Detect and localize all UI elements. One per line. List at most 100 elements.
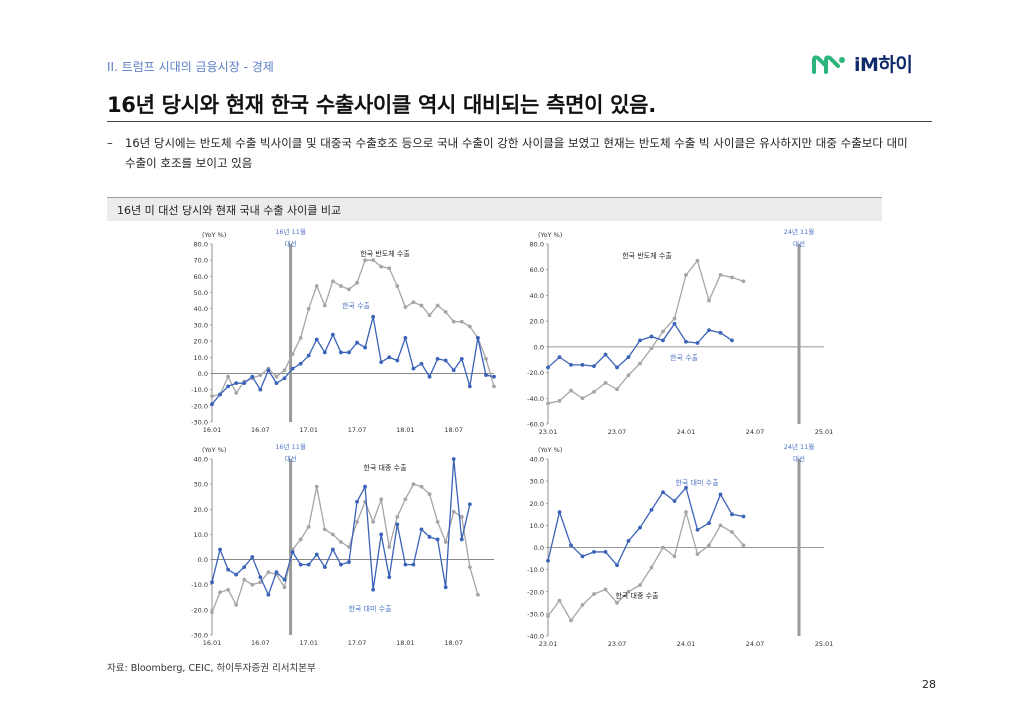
y-tick-label: -10.0 — [527, 566, 544, 574]
data-point — [210, 402, 214, 407]
data-point — [484, 356, 488, 361]
data-point — [411, 482, 416, 487]
data-point — [451, 457, 456, 461]
data-point — [557, 355, 562, 360]
x-tick-label: 18.07 — [444, 426, 463, 434]
chart-2024-china-us-exports: (YoY %) 40.0 30.0 20.0 10.0 0.0 -10.0 -20.0 -30.… — [512, 442, 842, 655]
data-point — [274, 381, 279, 386]
y-tick-label: 0.0 — [534, 343, 544, 351]
y-tick-label: -30.0 — [191, 632, 208, 640]
data-point — [684, 272, 688, 277]
x-tick-label: 16.01 — [203, 426, 222, 434]
data-point — [411, 300, 416, 305]
data-point — [730, 512, 734, 517]
data-point — [234, 572, 239, 577]
data-point — [290, 366, 295, 371]
data-point — [419, 527, 424, 532]
data-point — [569, 362, 573, 367]
series-label: 한국 반도체 수출 — [622, 251, 672, 260]
data-point — [218, 547, 222, 552]
y-tick-label: 40.0 — [194, 305, 208, 313]
series-line-gray — [547, 509, 744, 622]
data-point — [546, 558, 550, 563]
series-label: 한국 수출 — [342, 301, 371, 310]
data-point — [330, 532, 335, 537]
x-tick-label: 17.01 — [299, 639, 318, 647]
data-point — [427, 374, 432, 379]
y-tick-label: -20.0 — [527, 588, 544, 596]
y-tick-label: 40.0 — [194, 456, 208, 464]
data-point — [661, 338, 665, 343]
data-point — [226, 384, 231, 389]
data-point — [395, 522, 400, 527]
x-tick-label: 25.01 — [815, 640, 834, 648]
data-point — [242, 565, 247, 570]
data-point — [419, 484, 424, 489]
data-point — [250, 555, 255, 559]
data-point — [339, 284, 343, 288]
x-tick-label: 24.07 — [746, 640, 765, 648]
data-point — [403, 497, 408, 502]
data-point — [387, 575, 392, 580]
y-tick-label: 20.0 — [194, 506, 208, 514]
data-point — [379, 532, 384, 537]
y-tick-label: 30.0 — [194, 481, 208, 489]
x-tick-label: 23.07 — [608, 428, 627, 436]
data-point — [387, 545, 392, 549]
data-point — [250, 582, 255, 587]
data-point — [226, 567, 231, 572]
data-point — [210, 580, 214, 585]
data-point — [419, 361, 424, 366]
data-point — [218, 590, 222, 595]
y-tick-label: 80.0 — [194, 241, 208, 249]
data-point — [306, 353, 311, 358]
y-tick-label: 60.0 — [530, 266, 544, 274]
data-point — [266, 570, 271, 575]
data-point — [615, 365, 619, 370]
chart-2016-semiconductor-exports: (YoY %) 80.0 70.0 60.0 50.0 40.0 30.0 20.0 10.0 0… — [180, 227, 500, 434]
data-point — [672, 554, 677, 559]
data-point — [592, 364, 596, 369]
data-point — [730, 530, 734, 534]
data-point — [395, 358, 400, 363]
data-point — [363, 484, 367, 489]
election-label: 대선 — [285, 239, 297, 248]
y-tick-label: 60.0 — [194, 273, 208, 281]
series-line-blue — [211, 316, 495, 405]
data-point — [451, 509, 456, 514]
data-point — [347, 287, 351, 292]
series-label: 한국 수출 — [670, 353, 699, 362]
y-tick-label: -60.0 — [527, 421, 544, 429]
data-point — [290, 352, 295, 356]
election-label: 24년 11월 — [784, 442, 815, 451]
data-point — [615, 600, 619, 605]
logo-text: iM하이 — [854, 54, 913, 76]
data-point — [707, 521, 711, 526]
x-tick-label: 24.01 — [677, 640, 696, 648]
data-point — [592, 550, 596, 554]
data-point — [306, 562, 311, 567]
data-point — [459, 514, 464, 519]
x-tick-label: 18.07 — [444, 639, 463, 647]
data-point — [371, 258, 376, 263]
data-point — [435, 303, 440, 308]
section-breadcrumb: II. 트럼프 시대의 금융시장 - 경제 — [107, 60, 274, 74]
data-point — [451, 368, 456, 373]
data-point — [443, 585, 448, 590]
data-point — [266, 368, 271, 373]
y-tick-label: -40.0 — [527, 633, 544, 641]
data-point — [580, 554, 585, 559]
data-point — [314, 337, 319, 342]
x-tick-label: 18.01 — [396, 426, 415, 434]
data-point — [330, 279, 335, 284]
panel-header: 16년 미 대선 당시와 현재 국내 수출 사이클 비교 — [107, 197, 882, 221]
x-tick-label: 17.07 — [348, 426, 367, 434]
y-tick-label: -20.0 — [191, 606, 208, 614]
data-point — [419, 303, 424, 308]
data-point — [443, 310, 448, 314]
x-tick-label: 18.01 — [396, 639, 415, 647]
series-label: 한국 대미 수출 — [348, 604, 392, 613]
data-point — [467, 502, 472, 507]
data-point — [282, 585, 287, 590]
data-point — [467, 384, 472, 389]
